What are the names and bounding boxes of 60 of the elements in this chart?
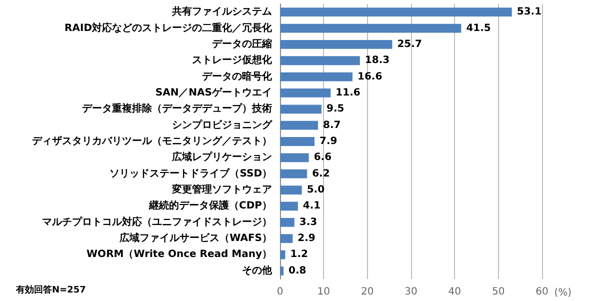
bar <box>280 72 352 82</box>
bar <box>280 40 392 49</box>
y-tick-label: 広域ファイルサービス（WAFS） <box>118 232 272 244</box>
bar <box>280 8 512 17</box>
data-label: 25.7 <box>397 38 422 50</box>
text: 有効回答N=257 <box>15 284 86 296</box>
y-tick-label: マルチプロトコル対応（ユニファイドストレージ） <box>42 216 272 228</box>
data-label: 16.6 <box>357 71 382 82</box>
data-label: 11.6 <box>336 87 360 98</box>
bar <box>280 24 462 33</box>
data-label: 1.2 <box>290 249 308 260</box>
bar <box>280 153 309 162</box>
y-tick-label: ソリッドステートドライブ（SSD） <box>110 167 272 180</box>
y-tick-label: データ重複排除（データデデュープ）技術 <box>82 102 272 115</box>
data-label: 18.3 <box>364 55 390 66</box>
y-tick-label: 変更管理ソフトウェア <box>171 184 272 196</box>
data-label: 5.0 <box>306 184 325 196</box>
y-tick-label: データの圧縮 <box>212 38 272 50</box>
x-tick-label: 50 <box>492 286 505 298</box>
x-axis-title: (%) <box>554 288 572 298</box>
y-tick-label: RAID対応などのストレージの二重化／冗長化 <box>64 22 273 34</box>
y-tick-label: その他 <box>242 264 273 276</box>
bar <box>280 218 294 227</box>
data-label: 3.3 <box>299 216 318 228</box>
x-tick-label: 40 <box>448 286 462 298</box>
bar <box>280 266 284 276</box>
bar <box>280 137 314 146</box>
y-tick-label: ストレージ仮想化 <box>192 54 273 66</box>
x-tick-label: 60 <box>536 286 548 298</box>
bar <box>280 88 331 98</box>
data-label: 8.7 <box>322 120 341 131</box>
bar <box>280 120 318 130</box>
data-label: 4.1 <box>302 200 321 212</box>
bar <box>280 56 360 66</box>
bar <box>280 104 322 114</box>
data-label: 6.6 <box>314 152 332 164</box>
y-tick-label: 共有ファイルシステム <box>171 6 272 18</box>
data-label: 2.9 <box>298 233 316 244</box>
bar <box>280 250 286 260</box>
bar <box>280 169 308 178</box>
bar <box>280 186 302 194</box>
bar <box>280 234 293 244</box>
x-tick-label: 10 <box>317 286 330 298</box>
y-tick-label: データの暗号化 <box>202 70 273 82</box>
data-label: 7.9 <box>319 136 338 147</box>
y-tick-label: 継続的データ保護（CDP） <box>148 200 272 212</box>
y-tick-label: WORM（Write Once Read Many） <box>86 249 272 260</box>
x-tick-label: 30 <box>404 286 418 298</box>
data-label: 0.8 <box>288 265 306 276</box>
bar <box>280 202 298 211</box>
data-label: 6.2 <box>312 168 330 180</box>
x-tick-label: 20 <box>360 286 374 298</box>
y-tick-label: シンプロビジョニング <box>172 118 273 131</box>
y-tick-label: ディザスタリカバリツール（モニタリング／テスト） <box>32 135 272 147</box>
y-tick-label: 広域レプリケーション <box>171 151 272 164</box>
data-label: 41.5 <box>466 22 491 34</box>
data-label: 9.5 <box>326 104 344 115</box>
data-label: 53.1 <box>516 6 542 18</box>
y-tick-label: SAN／NASゲートウエイ <box>155 86 272 98</box>
x-tick-label: 0 <box>276 286 284 298</box>
